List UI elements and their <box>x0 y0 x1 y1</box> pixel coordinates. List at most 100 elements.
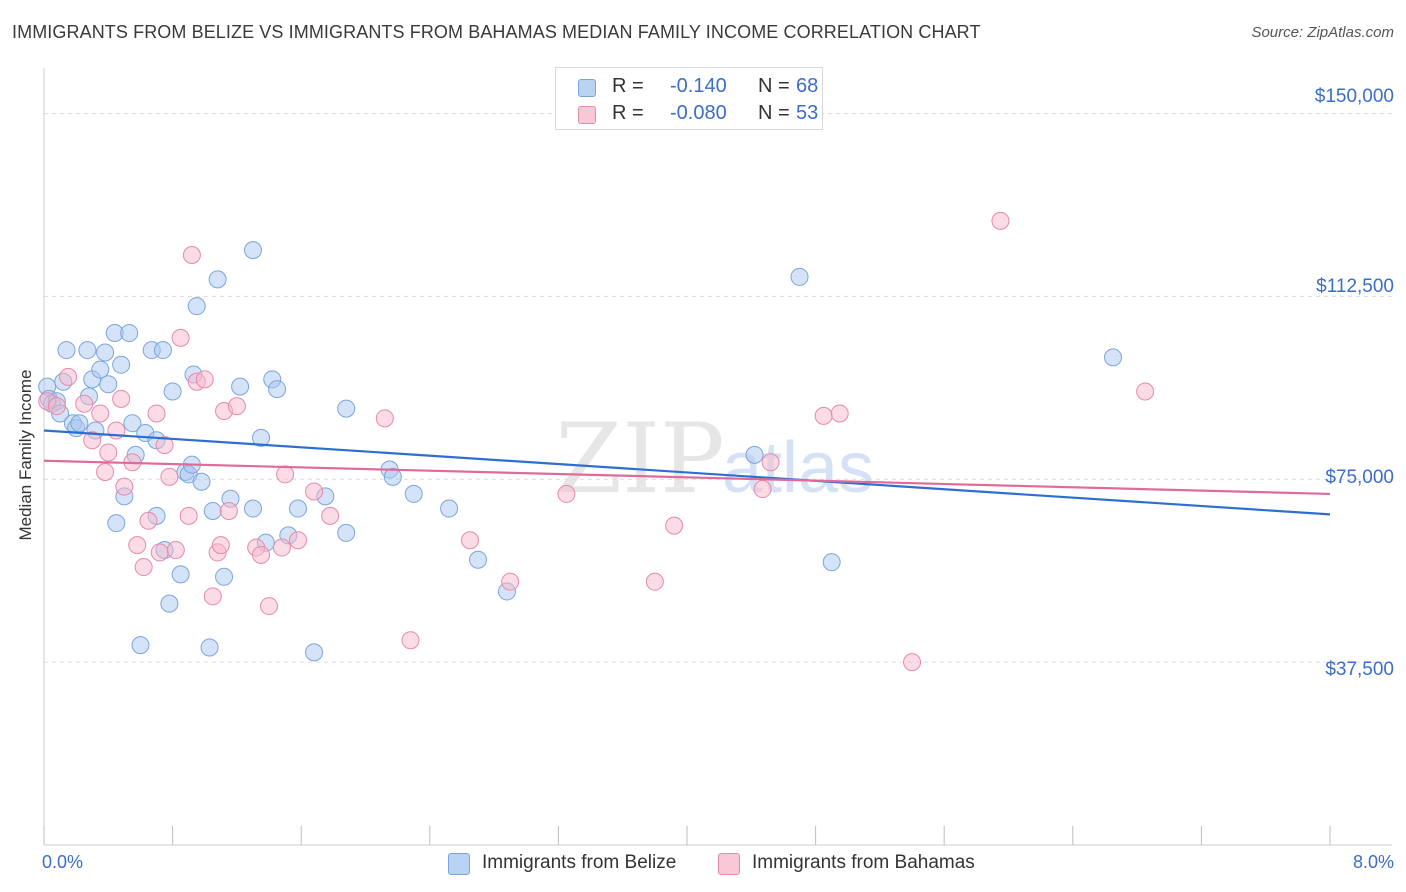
belize-point <box>131 636 150 655</box>
axes <box>43 68 1392 846</box>
chart-title: IMMIGRANTS FROM BELIZE VS IMMIGRANTS FRO… <box>12 22 981 42</box>
belize-point <box>337 523 356 542</box>
bahamas-point <box>260 597 279 616</box>
legend-n-value: 53 <box>796 102 819 124</box>
data-points <box>38 211 1155 672</box>
bahamas-point <box>139 511 158 530</box>
y-tick-label: $75,000 <box>1325 467 1394 488</box>
chart-source: Source: ZipAtlas.com <box>1251 24 1394 41</box>
watermark-atlas: atlas <box>722 428 874 508</box>
bahamas-point <box>501 572 520 591</box>
legend-swatch-belize <box>578 79 596 97</box>
belize-point <box>120 324 139 342</box>
belize-point <box>163 382 182 401</box>
bahamas-point <box>305 482 324 501</box>
x-tick-label-max: 8.0% <box>1352 852 1394 872</box>
bahamas-point <box>814 406 833 425</box>
bahamas-point <box>75 394 94 413</box>
legend-swatch-bahamas <box>578 106 596 124</box>
bahamas-point <box>645 572 664 591</box>
belize-point <box>200 638 219 657</box>
belize-point <box>78 341 97 360</box>
bahamas-point <box>47 397 66 416</box>
bottom-legend-swatch-belize <box>448 853 470 875</box>
bahamas-point <box>830 404 849 423</box>
belize-point <box>288 499 307 518</box>
x-tick-label-min: 0.0% <box>42 852 84 872</box>
bahamas-point <box>276 465 295 484</box>
bottom-legend-label-bahamas: Immigrants from Bahamas <box>752 852 975 873</box>
bahamas-point <box>160 467 179 486</box>
bahamas-point <box>903 653 922 672</box>
belize-point <box>268 380 287 399</box>
watermark-zip: ZIP <box>555 403 724 515</box>
y-tick-label: $150,000 <box>1314 86 1394 107</box>
bahamas-point <box>171 328 190 347</box>
legend-r-value: -0.140 <box>670 75 727 97</box>
bahamas-point <box>288 531 307 550</box>
legend-r-label: R = <box>612 75 644 97</box>
y-tick-label: $112,500 <box>1316 276 1394 297</box>
bahamas-trend-line <box>43 459 1331 496</box>
bahamas-point <box>150 543 169 562</box>
belize-point <box>91 360 110 379</box>
bahamas-point <box>1136 382 1155 401</box>
belize-point <box>383 467 402 486</box>
belize-point <box>208 270 227 289</box>
belize-point <box>1103 348 1122 367</box>
bahamas-point <box>99 443 118 462</box>
belize-point <box>440 499 459 518</box>
bahamas-point <box>96 462 115 481</box>
bahamas-point <box>211 536 230 555</box>
belize-point <box>745 445 764 464</box>
bahamas-point <box>761 453 780 472</box>
belize-point <box>99 375 118 394</box>
bottom-legend-swatch-bahamas <box>718 853 740 875</box>
bahamas-point <box>155 436 174 455</box>
legend-r-value: -0.080 <box>670 102 727 124</box>
belize-point <box>231 377 250 396</box>
belize-point <box>123 414 142 433</box>
legend-n-value: 68 <box>796 75 819 97</box>
bahamas-point <box>753 480 772 499</box>
belize-point <box>203 501 222 520</box>
bahamas-point <box>147 404 166 423</box>
bahamas-point <box>375 409 394 428</box>
legend-n-label: N = <box>758 102 790 124</box>
bahamas-point <box>128 536 147 555</box>
bahamas-point <box>179 506 198 525</box>
belize-point <box>70 414 89 433</box>
bahamas-point <box>115 477 134 496</box>
bahamas-point <box>83 431 102 450</box>
belize-point <box>243 499 262 518</box>
belize-point <box>790 267 809 286</box>
bahamas-point <box>59 367 78 386</box>
bahamas-point <box>272 538 291 557</box>
y-tick-label: $37,500 <box>1325 659 1394 680</box>
bahamas-point <box>182 245 201 264</box>
belize-point <box>215 567 234 586</box>
belize-point <box>107 514 126 533</box>
bahamas-point <box>460 531 479 550</box>
belize-point <box>192 472 211 491</box>
bahamas-point <box>252 545 271 564</box>
belize-point <box>252 428 271 447</box>
bahamas-point <box>166 540 185 559</box>
bahamas-point <box>195 370 214 389</box>
belize-point <box>160 594 179 613</box>
belize-point <box>112 355 131 374</box>
belize-point <box>822 553 841 572</box>
belize-point <box>469 550 488 569</box>
belize-point <box>171 565 190 584</box>
bahamas-point <box>203 587 222 606</box>
bahamas-point <box>665 516 684 535</box>
legend-r-label: R = <box>612 102 644 124</box>
bahamas-point <box>219 501 238 520</box>
belize-trend-line <box>43 429 1331 516</box>
belize-point <box>337 399 356 418</box>
belize-point <box>243 241 262 260</box>
bahamas-point <box>112 389 131 408</box>
bahamas-point <box>91 404 110 423</box>
bahamas-point <box>321 506 340 525</box>
